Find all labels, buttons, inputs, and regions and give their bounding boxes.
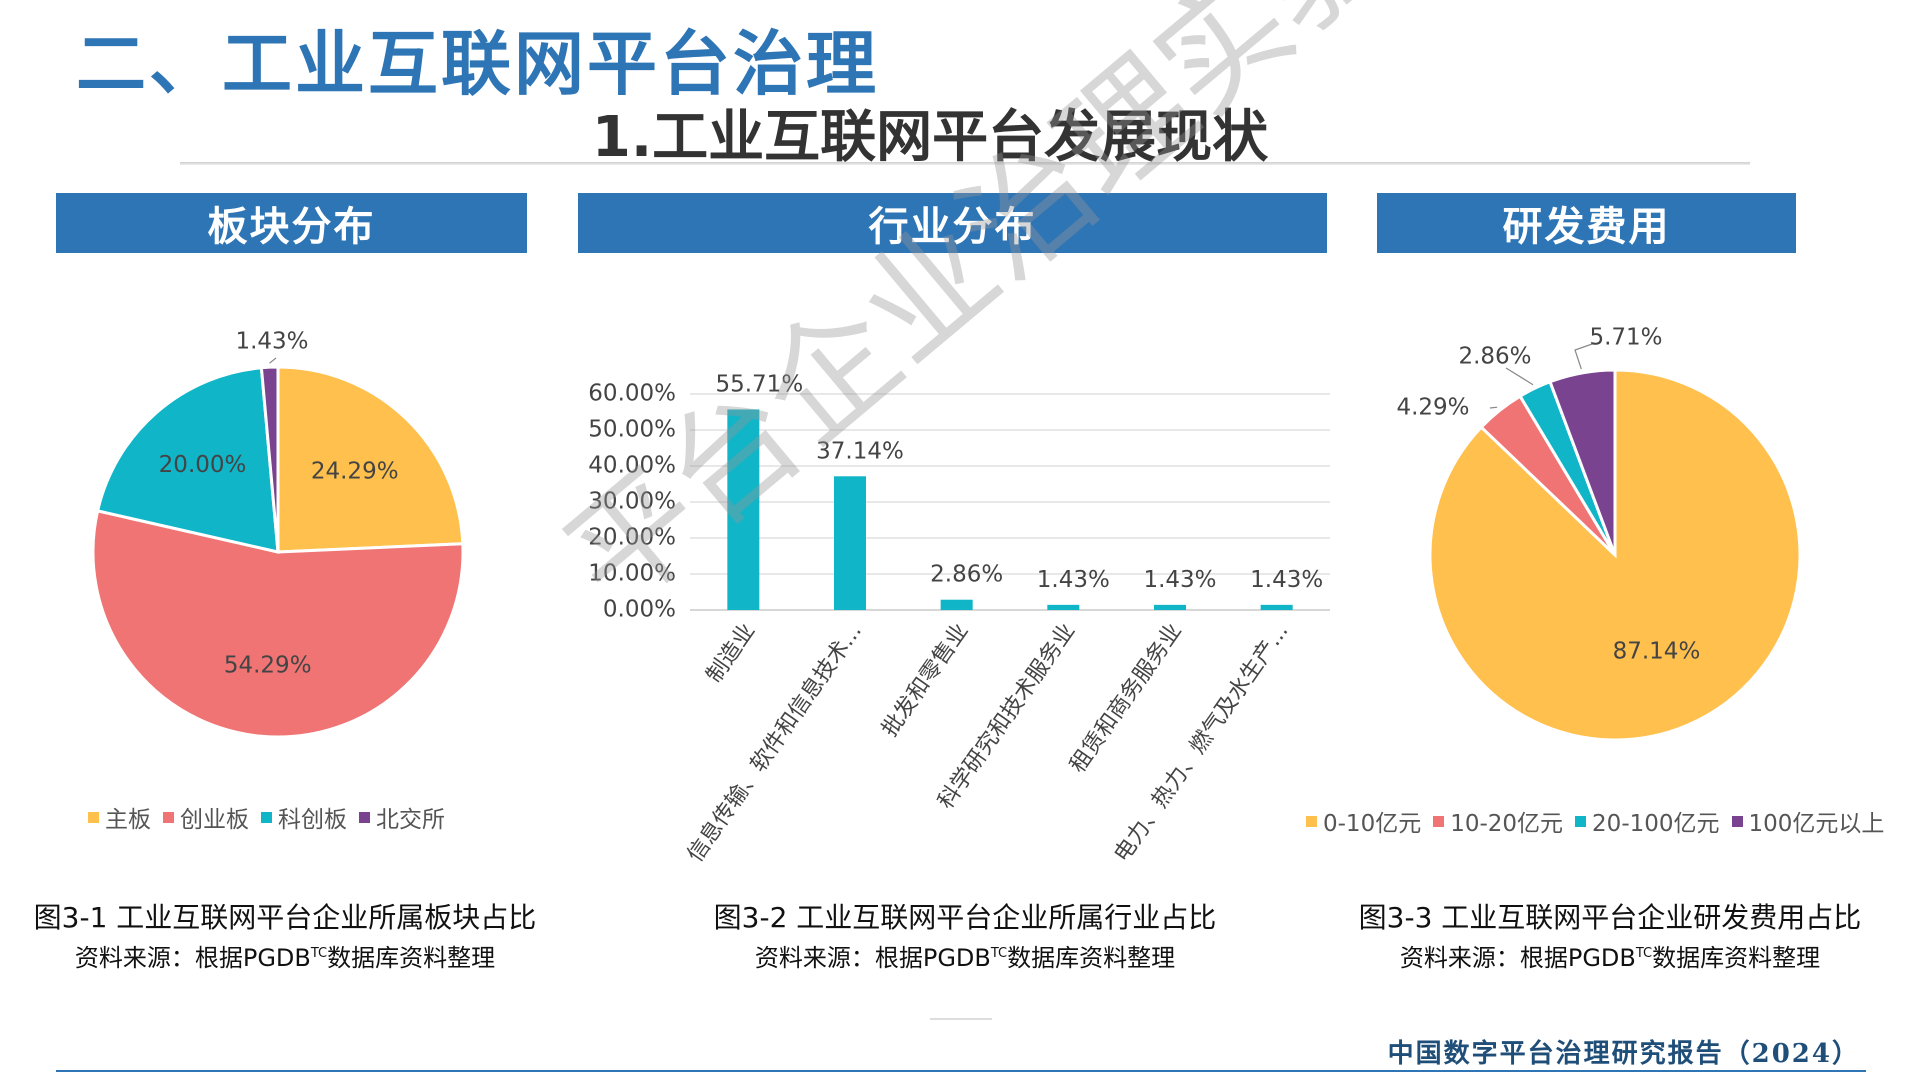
data-label: 1.43%: [235, 329, 308, 355]
legend-label: 20-100亿元: [1592, 811, 1720, 837]
data-label: 2.86%: [930, 562, 1003, 588]
footer-rule: [56, 1070, 1866, 1072]
leader-line: [1489, 406, 1498, 409]
y-tick-label: 0.00%: [603, 597, 676, 623]
legend-label: 主板: [105, 807, 151, 833]
legend-item: 创业板: [163, 800, 249, 834]
y-tick-label: 60.00%: [588, 381, 676, 407]
y-tick-label: 40.00%: [588, 453, 676, 479]
report-footer: 中国数字平台治理研究报告（2024）: [1387, 1039, 1860, 1069]
y-tick-label: 30.00%: [588, 489, 676, 515]
sector-legend: 主板 创业板 科创板 北交所: [88, 800, 457, 834]
legend-label: 10-20亿元: [1450, 811, 1564, 837]
data-label: 1.43%: [1250, 567, 1323, 593]
data-label: 1.43%: [1143, 567, 1216, 593]
section-subtitle: 1.工业互联网平台发展现状: [591, 105, 1269, 170]
footer-divider: [930, 1018, 992, 1020]
legend-item: 10-20亿元: [1433, 804, 1563, 838]
leader-line: [1505, 367, 1534, 386]
legend-swatch: [1306, 815, 1317, 827]
figure-caption-2: 图3-2 工业互联网平台企业所属行业占比 资料来源：根据PGDBTC数据库资料整…: [700, 896, 1230, 973]
bar: [1047, 604, 1080, 610]
banner-rd-expense: 研发费用: [1377, 193, 1796, 253]
legend-item: 100亿元以上: [1731, 804, 1885, 838]
x-tick-label: 电力、热力、燃气及水生产...: [1110, 619, 1294, 867]
data-label: 5.71%: [1589, 325, 1662, 351]
data-label: 55.71%: [715, 371, 803, 397]
data-label: 20.00%: [159, 452, 247, 478]
data-label: 4.29%: [1396, 395, 1469, 421]
legend-label: 100亿元以上: [1748, 811, 1885, 837]
legend-swatch: [359, 811, 370, 823]
x-tick-label: 批发和零售业: [877, 619, 973, 741]
caption-source: 资料来源：根据PGDBTC数据库资料整理: [1399, 944, 1821, 972]
legend-item: 20-100亿元: [1575, 804, 1720, 838]
banner-industry-distribution: 行业分布: [578, 193, 1327, 253]
data-label: 24.29%: [311, 458, 399, 484]
caption-title: 图3-1 工业互联网平台企业所属板块占比: [33, 901, 537, 934]
caption-source: 资料来源：根据PGDBTC数据库资料整理: [74, 944, 496, 972]
legend-item: 主板: [88, 800, 151, 834]
legend-swatch: [88, 811, 99, 823]
bar: [834, 476, 866, 610]
legend-item: 0-10亿元: [1306, 804, 1421, 838]
legend-label: 北交所: [376, 807, 445, 833]
y-tick-label: 20.00%: [588, 525, 676, 551]
bar: [940, 599, 973, 610]
leader-line: [1574, 342, 1596, 370]
caption-source: 资料来源：根据PGDBTC数据库资料整理: [754, 944, 1176, 972]
sector-pie-chart: 24.29% 54.29% 20.00% 1.43%: [91, 329, 465, 739]
legend-item: 科创板: [261, 800, 347, 834]
banner-sector-distribution: 板块分布: [56, 193, 527, 253]
x-tick-label: 制造业: [702, 619, 760, 687]
leader-line: [269, 357, 277, 364]
bar: [1154, 604, 1186, 610]
pie-slice: [1548, 368, 1617, 556]
page-title: 二、工业互联网平台治理: [76, 23, 879, 105]
pie-slice: [259, 365, 280, 553]
legend-label: 科创板: [278, 807, 347, 833]
legend-label: 创业板: [180, 807, 249, 833]
legend-label: 0-10亿元: [1323, 811, 1422, 837]
figure-caption-1: 图3-1 工业互联网平台企业所属板块占比 资料来源：根据PGDBTC数据库资料整…: [20, 896, 550, 973]
data-label: 37.14%: [816, 438, 904, 464]
legend-swatch: [163, 811, 174, 823]
x-tick-label: 信息传输、软件和信息技术...: [683, 619, 867, 867]
pie-slice: [95, 366, 280, 554]
pie-slice: [91, 509, 465, 739]
y-tick-label: 50.00%: [588, 417, 676, 443]
data-label: 1.43%: [1037, 567, 1110, 593]
data-label: 87.14%: [1613, 638, 1701, 664]
legend-swatch: [1433, 815, 1445, 827]
industry-bar-chart: 0.00% 10.00% 20.00% 30.00% 40.00% 50.00% 60.00…: [588, 371, 1330, 867]
figure-caption-3: 图3-3 工业互联网平台企业研发费用占比 资料来源：根据PGDBTC数据库资料整…: [1345, 896, 1875, 973]
y-tick-label: 10.00%: [588, 561, 676, 587]
rd-expense-legend: 0-10亿元 10-20亿元 20-100亿元 100亿元以上: [1306, 804, 1896, 838]
legend-swatch: [1575, 815, 1587, 827]
bar: [727, 409, 760, 610]
title-divider: [180, 162, 1750, 165]
caption-title: 图3-2 工业互联网平台企业所属行业占比: [713, 901, 1217, 934]
legend-item: 北交所: [359, 800, 445, 834]
bar: [1260, 604, 1293, 610]
legend-swatch: [1731, 815, 1743, 827]
x-tick-label: 租赁和商务服务业: [1065, 619, 1186, 778]
data-label: 54.29%: [224, 653, 312, 679]
rd-expense-pie-chart: 87.14% 4.29% 2.86% 5.71%: [1396, 325, 1802, 742]
legend-swatch: [261, 811, 272, 823]
caption-title: 图3-3 工业互联网平台企业研发费用占比: [1358, 901, 1862, 934]
data-label: 2.86%: [1458, 344, 1531, 370]
pie-slice: [276, 365, 465, 554]
